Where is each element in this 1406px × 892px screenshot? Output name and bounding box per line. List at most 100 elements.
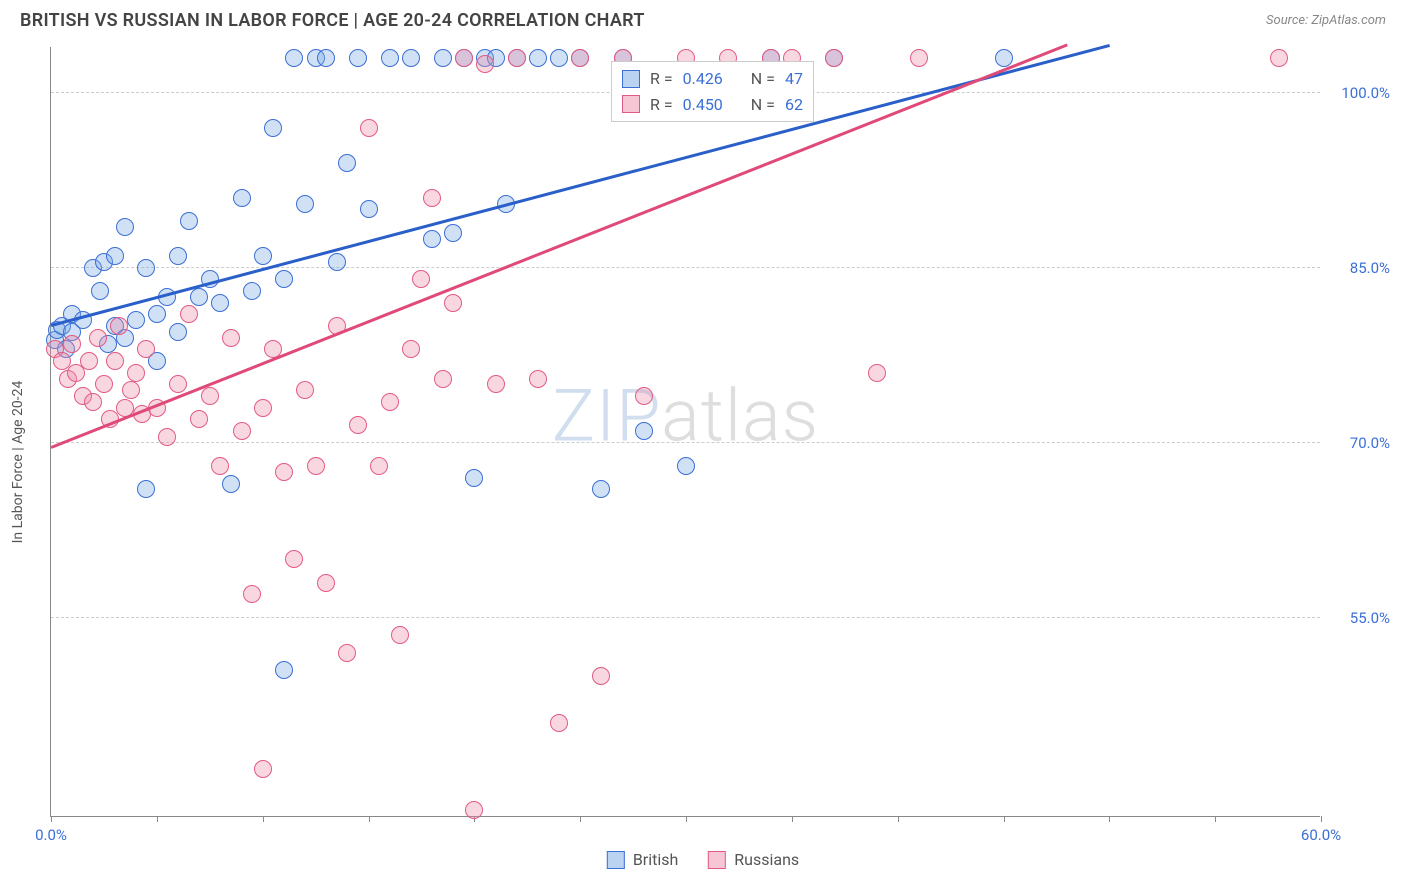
scatter-point [434,370,452,388]
scatter-point [487,375,505,393]
scatter-point [402,49,420,67]
scatter-point [122,381,140,399]
scatter-point [137,340,155,358]
x-tick [1109,816,1110,822]
stats-legend: R =0.426N =47R =0.450N =62 [611,61,814,122]
scatter-point [169,323,187,341]
scatter-point [106,352,124,370]
x-tick [263,816,264,822]
scatter-point [201,387,219,405]
scatter-point [254,399,272,417]
legend-swatch [607,851,625,869]
x-tick [1215,816,1216,822]
scatter-point [317,49,335,67]
scatter-point [465,801,483,819]
scatter-point [254,760,272,778]
gridline [51,617,1320,618]
scatter-point [275,270,293,288]
scatter-point [243,585,261,603]
legend-swatch [622,95,640,113]
scatter-point [349,416,367,434]
scatter-point [110,317,128,335]
scatter-point [592,667,610,685]
n-label: N = [751,66,775,92]
x-tick [51,816,52,822]
r-label: R = [650,92,673,118]
y-tick-label: 70.0% [1330,434,1390,452]
scatter-point [360,200,378,218]
y-tick-label: 55.0% [1330,609,1390,627]
scatter-point [137,259,155,277]
x-tick [898,816,899,822]
scatter-point [254,247,272,265]
scatter-point [434,49,452,67]
n-label: N = [751,92,775,118]
n-value: 62 [785,92,803,118]
scatter-point [169,247,187,265]
scatter-point [211,294,229,312]
n-value: 47 [785,66,803,92]
scatter-point [80,352,98,370]
watermark: ZIPatlas [552,374,819,459]
scatter-point [243,282,261,300]
stats-legend-row: R =0.450N =62 [622,92,803,118]
scatter-point [391,626,409,644]
scatter-point [338,644,356,662]
scatter-point [571,49,589,67]
r-value: 0.426 [683,66,723,92]
scatter-point [296,195,314,213]
scatter-point [296,381,314,399]
scatter-point [635,422,653,440]
scatter-point [1270,49,1288,67]
scatter-point [84,393,102,411]
scatter-point [233,189,251,207]
scatter-point [508,49,526,67]
scatter-point [285,550,303,568]
scatter-point [169,375,187,393]
x-tick [1321,816,1322,822]
x-tick-label: 0.0% [35,826,67,844]
scatter-point [307,457,325,475]
r-label: R = [650,66,673,92]
scatter-point [412,270,430,288]
scatter-point [91,282,109,300]
scatter-point [360,119,378,137]
legend-item: British [607,850,678,869]
scatter-point [550,714,568,732]
scatter-point [222,329,240,347]
legend-label: Russians [734,850,799,869]
scatter-point [592,480,610,498]
trend-line [51,44,1068,449]
scatter-point [63,335,81,353]
scatter-point [455,49,473,67]
scatter-point [127,311,145,329]
scatter-point [158,428,176,446]
scatter-point [328,253,346,271]
scatter-point [190,288,208,306]
scatter-point [127,364,145,382]
scatter-point [180,212,198,230]
scatter-point [180,305,198,323]
scatter-point [148,305,166,323]
x-tick [580,816,581,822]
scatter-point [264,119,282,137]
x-tick [686,816,687,822]
scatter-point [444,224,462,242]
source-label: Source: ZipAtlas.com [1266,13,1386,28]
x-tick [792,816,793,822]
x-tick [157,816,158,822]
scatter-point [275,661,293,679]
gridline [51,267,1320,268]
scatter-point [338,154,356,172]
scatter-point [89,329,107,347]
x-tick [1004,816,1005,822]
chart-container: In Labor Force | Age 20-24 ZIPatlas 55.0… [0,37,1406,887]
scatter-point [476,55,494,73]
scatter-point [825,49,843,67]
stats-legend-row: R = 0.426 N = 47 [622,66,803,92]
plot-area: ZIPatlas 55.0%70.0%85.0%100.0%0.0%60.0%R… [50,47,1320,817]
legend-label: British [633,850,678,869]
scatter-point [381,49,399,67]
scatter-point [995,49,1013,67]
scatter-point [529,49,547,67]
